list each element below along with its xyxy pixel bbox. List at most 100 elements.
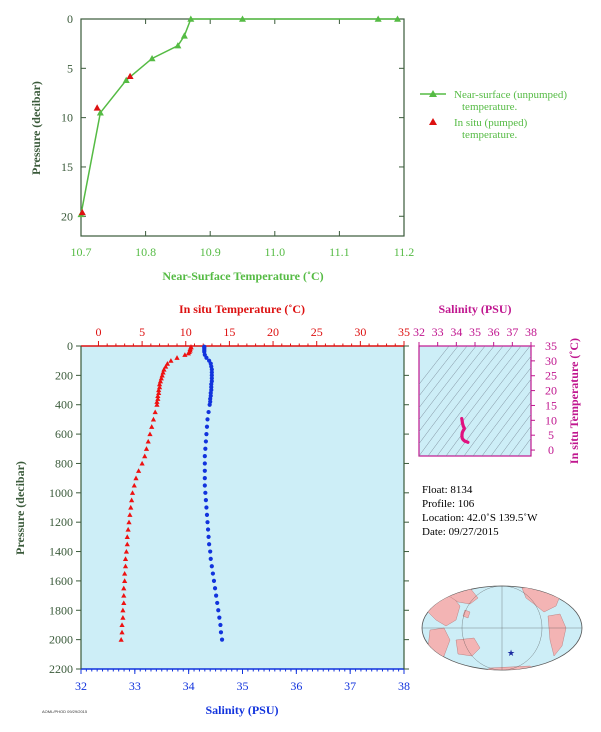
ts-y-tick-label: 25 bbox=[545, 369, 557, 383]
pumped-temperature-point bbox=[93, 104, 101, 111]
map-land-south-america bbox=[547, 613, 567, 657]
salinity-profile-point bbox=[208, 396, 213, 401]
salinity-profile-point bbox=[209, 385, 214, 390]
temperature-profile-point bbox=[152, 409, 158, 415]
pressure-tick-label: 200 bbox=[55, 368, 73, 382]
profile-date: Date: 09/27/2015 bbox=[422, 526, 499, 538]
salinity-profile-point bbox=[212, 586, 218, 591]
temperature-profile-point bbox=[150, 416, 157, 422]
pressure-tick-label: 1000 bbox=[49, 486, 73, 500]
density-contour bbox=[454, 355, 531, 456]
pressure-tick-label: 600 bbox=[55, 427, 73, 441]
salinity-tick-label: 36 bbox=[290, 679, 302, 693]
density-contour bbox=[419, 346, 468, 409]
salinity-profile-point bbox=[209, 370, 214, 375]
density-contour bbox=[445, 346, 531, 456]
salinity-profile-point bbox=[203, 446, 208, 451]
unpumped-temperature-point bbox=[374, 15, 382, 22]
density-contour bbox=[427, 346, 513, 456]
salinity-profile-point bbox=[202, 476, 207, 481]
temperature-profile-point bbox=[160, 369, 166, 375]
ts-y-tick-label: 30 bbox=[545, 354, 557, 368]
temperature-profile-point bbox=[121, 585, 127, 591]
salinity-profile-point bbox=[216, 608, 221, 613]
legend-label-pumped-1: In situ (pumped) bbox=[454, 117, 528, 129]
salinity-profile-point bbox=[205, 527, 211, 532]
temperature-profile-point bbox=[164, 361, 171, 366]
salinity-profile-point bbox=[208, 549, 213, 554]
salinity-profile-point bbox=[207, 542, 212, 547]
density-contour bbox=[517, 437, 531, 456]
temperature-profile-point bbox=[127, 512, 133, 517]
float-location: Location: 42.0˚S 139.5˚W bbox=[422, 512, 538, 524]
pressure-tick-label: 1600 bbox=[49, 574, 73, 588]
ts-y-tick-label: 20 bbox=[545, 384, 557, 398]
salinity-tick-label: 37 bbox=[344, 679, 356, 693]
pressure-tick-label: 2200 bbox=[49, 662, 73, 676]
ts-plot-frame bbox=[418, 345, 532, 457]
temperature-profile-point bbox=[129, 497, 135, 503]
top-y-tick-label: 15 bbox=[61, 160, 73, 174]
unpumped-temperature-point bbox=[394, 15, 402, 22]
temperature-profile-point bbox=[123, 548, 129, 554]
salinity-profile-point bbox=[206, 534, 211, 539]
temperature-profile-point bbox=[154, 399, 160, 404]
pressure-tick-label: 400 bbox=[55, 398, 73, 412]
top-x-tick-label: 10.8 bbox=[135, 245, 156, 259]
temperature-profile-point bbox=[129, 490, 136, 495]
ts-x-tick-label: 36 bbox=[488, 325, 500, 339]
salinity-profile-point bbox=[204, 431, 209, 437]
location-map: ★ bbox=[421, 585, 583, 671]
temperature-tick-label: 15 bbox=[223, 325, 235, 339]
density-contour bbox=[490, 402, 531, 456]
salinity-profile-point bbox=[211, 578, 217, 584]
map-graticule bbox=[422, 585, 582, 671]
temperature-profile-point bbox=[155, 393, 161, 398]
salinity-profile-point bbox=[205, 417, 210, 422]
pressure-tick-label: 1200 bbox=[49, 515, 73, 529]
temperature-profile-point bbox=[156, 381, 163, 387]
profile-number: Profile: 106 bbox=[422, 498, 475, 510]
salinity-tick-label: 32 bbox=[75, 679, 87, 693]
temperature-profile-point bbox=[131, 482, 137, 488]
temperature-profile-point bbox=[147, 431, 153, 437]
temperature-profile-point bbox=[122, 578, 128, 583]
ts-x-axis-label: Salinity (PSU) bbox=[438, 302, 511, 316]
float-info-block: Float: 8134 Profile: 106 Location: 42.0˚… bbox=[422, 484, 538, 538]
temperature-profile-point bbox=[155, 396, 161, 401]
top-y-axis-label: Pressure (decibar) bbox=[29, 81, 43, 175]
salinity-profile-point bbox=[208, 390, 213, 396]
temperature-profile-point bbox=[154, 402, 160, 407]
unpumped-temperature-point bbox=[174, 42, 182, 49]
salinity-profile-point bbox=[202, 483, 207, 488]
salinity-profile-point bbox=[214, 593, 219, 598]
unpumped-temperature-point bbox=[122, 76, 130, 83]
salinity-profile-point bbox=[209, 564, 214, 569]
salinity-profile-point bbox=[210, 571, 215, 576]
temperature-tick-label: 20 bbox=[267, 325, 279, 339]
ts-x-tick-label: 32 bbox=[413, 325, 425, 339]
temperature-profile-point bbox=[136, 468, 142, 473]
unpumped-temperature-line bbox=[80, 18, 398, 215]
float-location-star-icon: ★ bbox=[507, 648, 515, 658]
ts-x-tick-label: 34 bbox=[450, 325, 462, 339]
salinity-tick-label: 35 bbox=[237, 679, 249, 693]
main-bottom-axis-label: Salinity (PSU) bbox=[205, 703, 278, 717]
top-x-tick-label: 10.9 bbox=[200, 245, 221, 259]
temperature-tick-label: 0 bbox=[95, 325, 101, 339]
ts-y-axis-label: In situ Temperature (˚C) bbox=[567, 338, 581, 464]
temperature-profile-point bbox=[119, 622, 125, 628]
salinity-profile-point bbox=[209, 367, 214, 372]
map-land-australia bbox=[455, 637, 481, 657]
footer-stamp: AOML/PHOD 09/29/2015 bbox=[42, 709, 88, 714]
temperature-profile-point bbox=[142, 453, 148, 459]
temperature-tick-label: 5 bbox=[139, 325, 145, 339]
ts-profile-curve bbox=[460, 416, 470, 444]
temperature-tick-label: 10 bbox=[180, 325, 192, 339]
profile-chart: 0 5 10 15 20 25 30 35 32 33 34 35 36 37 38 0 200 400 600… bbox=[13, 302, 410, 717]
temperature-profile-point bbox=[185, 350, 191, 356]
pressure-tick-label: 1400 bbox=[49, 545, 73, 559]
temperature-profile-point bbox=[124, 534, 130, 539]
top-legend: Near-surface (unpumped) temperature. In … bbox=[420, 89, 567, 141]
